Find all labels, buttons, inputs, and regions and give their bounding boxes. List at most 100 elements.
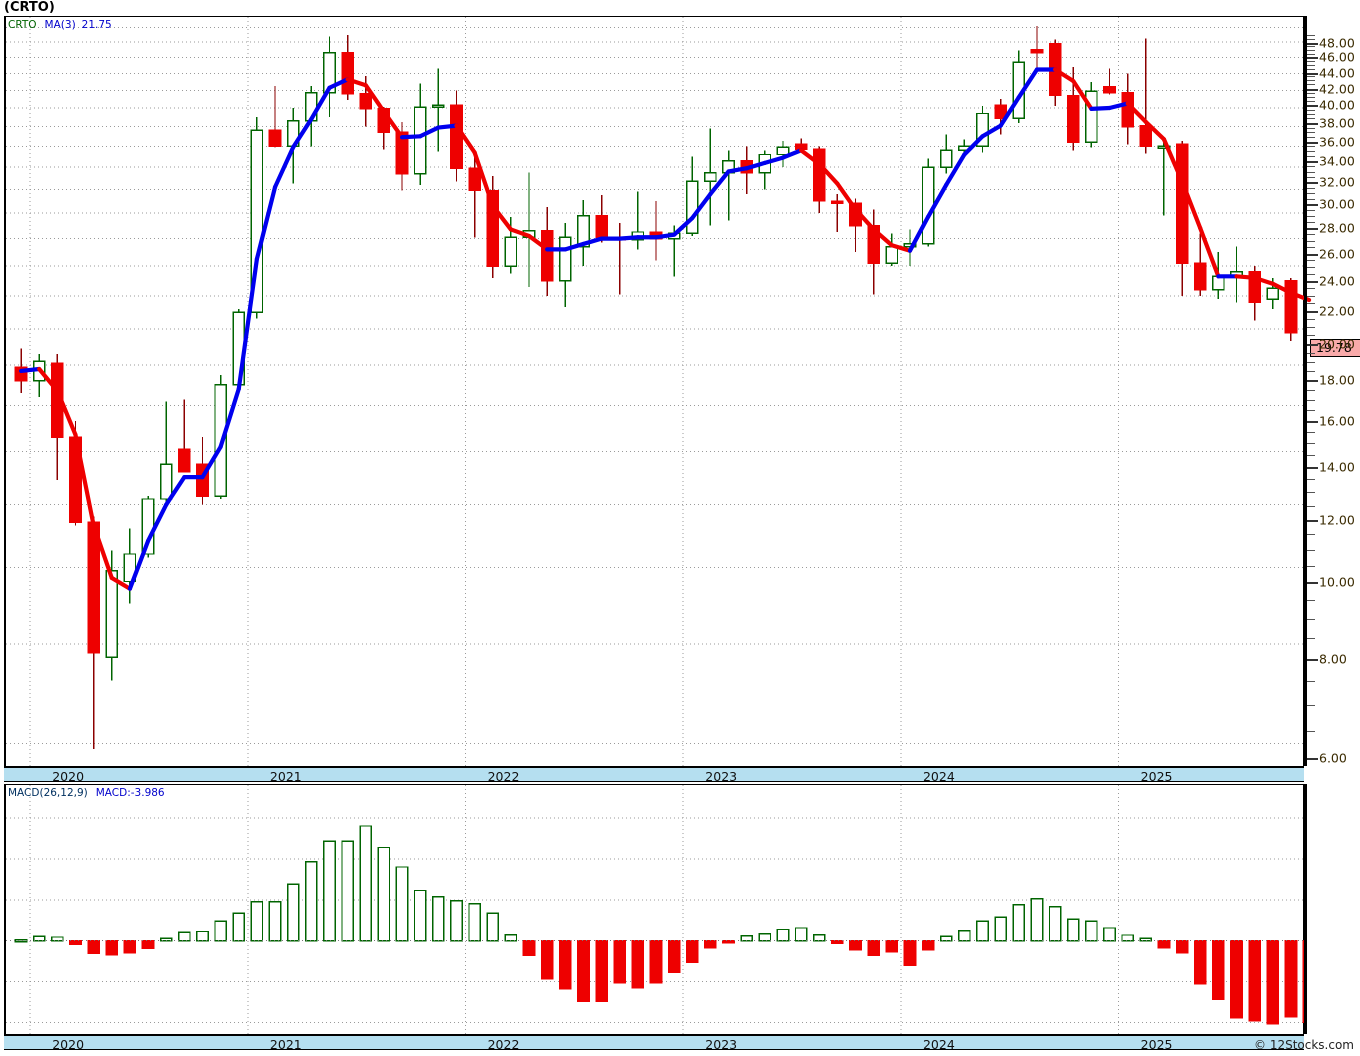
y-axis-tick	[1307, 327, 1315, 329]
y-axis-tick	[1307, 288, 1315, 290]
y-axis-tick	[1307, 399, 1315, 401]
macd-x-axis: 2020 2021 2022 2023 2024 2025	[4, 1034, 1304, 1052]
y-axis-tick	[1307, 151, 1315, 153]
y-axis-tick	[1307, 60, 1315, 62]
y-axis-tick	[1307, 758, 1318, 761]
y-axis-tick	[1307, 35, 1315, 37]
y-axis-label: 38.00	[1319, 115, 1355, 131]
y-axis-tick	[1307, 53, 1315, 55]
last-price-tag: 19.78	[1310, 338, 1360, 357]
y-axis-label: 46.00	[1319, 49, 1355, 65]
y-axis-tick	[1307, 260, 1315, 262]
y-axis-tick	[1307, 72, 1318, 75]
y-axis-tick	[1307, 161, 1318, 164]
y-axis-tick	[1307, 68, 1315, 70]
price-x-axis: 2020 2021 2022 2023 2024 2025	[4, 766, 1304, 784]
x-axis-label-2020: 2020	[52, 1037, 85, 1052]
y-axis-tick	[1307, 352, 1315, 354]
y-axis-label: 8.00	[1319, 651, 1347, 667]
y-axis-label: 30.00	[1319, 196, 1355, 212]
y-axis-tick	[1307, 295, 1315, 297]
x-axis-label-2025: 2025	[1140, 769, 1173, 784]
y-axis-tick	[1307, 193, 1315, 195]
y-axis-tick	[1307, 127, 1315, 129]
y-axis-tick	[1307, 57, 1318, 60]
macd-legend-value: MACD:-3.986	[95, 787, 165, 799]
x-axis-label-2024: 2024	[922, 769, 955, 784]
y-axis-label: 40.00	[1319, 97, 1355, 113]
y-axis-tick	[1307, 141, 1318, 144]
price-chart-panel[interactable]	[4, 16, 1312, 767]
price-legend-symbol: CRTO	[8, 19, 37, 31]
macd-chart-panel[interactable]	[4, 784, 1306, 1035]
y-axis-tick	[1307, 84, 1315, 86]
y-axis-tick	[1307, 210, 1315, 212]
y-axis-label: 12.00	[1319, 512, 1355, 528]
y-axis-tick	[1307, 380, 1318, 383]
y-axis-tick	[1307, 171, 1315, 173]
price-legend-ma-value: 21.75	[81, 19, 112, 31]
y-axis-label: 44.00	[1319, 65, 1355, 81]
y-axis-label: 36.00	[1319, 134, 1355, 150]
y-axis-tick	[1307, 101, 1315, 103]
y-axis-tick	[1307, 730, 1315, 732]
y-axis-tick	[1307, 88, 1318, 91]
y-axis-tick	[1307, 105, 1318, 108]
price-legend-ma: MA(3)	[44, 19, 76, 31]
y-axis-tick	[1307, 187, 1315, 189]
y-axis-tick	[1307, 638, 1315, 640]
y-axis-tick	[1307, 267, 1315, 269]
x-axis-label-2022: 2022	[487, 1037, 520, 1052]
y-axis-tick	[1307, 234, 1315, 236]
y-axis-label: 28.00	[1319, 220, 1355, 236]
title-bar: (CRTO)	[0, 0, 1360, 16]
y-axis-tick	[1307, 39, 1315, 41]
y-axis-tick	[1307, 659, 1318, 662]
y-axis-tick	[1307, 49, 1315, 51]
y-axis-label: 26.00	[1319, 246, 1355, 262]
y-axis-tick	[1307, 431, 1315, 433]
macd-y-axis: 6.0004.0002.0000.000-2.000-4.000	[1304, 784, 1360, 1034]
y-axis-tick	[1307, 118, 1315, 120]
y-axis-tick	[1307, 42, 1318, 45]
y-axis-tick	[1307, 442, 1315, 444]
y-axis-tick	[1307, 389, 1315, 391]
y-axis-label: 22.00	[1319, 303, 1355, 319]
page-title: (CRTO)	[4, 0, 55, 15]
y-axis-tick	[1307, 274, 1315, 276]
y-axis-tick	[1307, 109, 1315, 111]
y-axis-tick	[1307, 618, 1315, 620]
y-axis-label: 6.00	[1319, 750, 1347, 766]
y-axis-label: 34.00	[1319, 153, 1355, 169]
y-axis-tick	[1307, 76, 1315, 78]
y-axis-tick	[1307, 319, 1315, 320]
y-axis-tick	[1307, 253, 1318, 256]
y-axis-tick	[1307, 166, 1315, 168]
watermark: © 12Stocks.com	[1254, 1038, 1354, 1052]
x-axis-label-2025: 2025	[1140, 1037, 1173, 1052]
y-axis-label: 16.00	[1319, 413, 1355, 429]
y-axis-tick	[1307, 198, 1315, 200]
y-axis-tick	[1307, 281, 1318, 284]
y-axis-tick	[1307, 705, 1315, 707]
y-axis-tick	[1307, 505, 1315, 507]
y-axis-tick	[1307, 80, 1315, 82]
y-axis-tick	[1307, 204, 1318, 207]
y-axis-tick	[1307, 681, 1315, 683]
y-axis-tick	[1307, 370, 1315, 372]
y-axis-tick	[1307, 156, 1315, 158]
y-axis-tick	[1307, 420, 1318, 423]
x-axis-label-2023: 2023	[705, 769, 738, 784]
macd-plot-svg	[6, 785, 1306, 1035]
macd-legend-name: MACD(26,12,9)	[8, 787, 88, 799]
x-axis-label-2021: 2021	[269, 769, 302, 784]
y-axis-tick	[1307, 132, 1315, 134]
y-axis-tick	[1307, 136, 1315, 138]
x-axis-label-2023: 2023	[705, 1037, 738, 1052]
y-axis-tick	[1307, 114, 1315, 116]
y-axis-tick	[1307, 454, 1315, 456]
macd-legend: MACD(26,12,9) MACD:-3.986	[8, 787, 165, 799]
y-axis-tick	[1307, 311, 1318, 314]
y-axis-label: 18.00	[1319, 372, 1355, 388]
y-axis-tick	[1307, 182, 1318, 185]
